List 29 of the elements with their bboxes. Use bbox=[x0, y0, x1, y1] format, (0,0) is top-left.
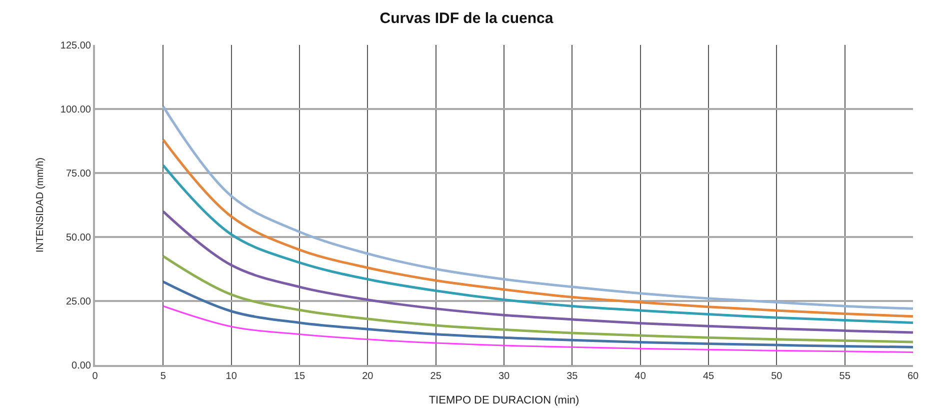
y-tick-label: 0.00 bbox=[72, 360, 92, 372]
y-tick-label: 125.00 bbox=[60, 40, 92, 52]
x-tick-label: 5 bbox=[160, 371, 166, 382]
x-tick-label: 10 bbox=[226, 371, 238, 382]
x-tick-label: 35 bbox=[566, 371, 578, 382]
x-tick-label: 20 bbox=[362, 371, 374, 382]
line-series bbox=[162, 210, 913, 334]
y-tick-label: 50.00 bbox=[66, 232, 92, 244]
y-tick-label: 25.00 bbox=[66, 296, 92, 308]
line-series bbox=[162, 138, 913, 318]
x-tick-label: 30 bbox=[498, 371, 510, 382]
x-axis-title: TIEMPO DE DURACION (min) bbox=[428, 394, 580, 407]
line-series bbox=[162, 280, 913, 348]
y-tick-label: 100.00 bbox=[60, 104, 92, 116]
line-series bbox=[162, 105, 913, 310]
x-tick-label: 40 bbox=[634, 371, 646, 382]
chart-title: Curvas IDF de la cuenca bbox=[380, 10, 554, 28]
x-tick-label: 50 bbox=[771, 371, 783, 382]
x-tick-label: 60 bbox=[907, 371, 919, 382]
line-series bbox=[162, 254, 913, 344]
x-tick-label: 0 bbox=[92, 371, 98, 382]
x-tick-label: 55 bbox=[839, 371, 851, 382]
x-tick-label: 45 bbox=[702, 371, 714, 382]
line-series bbox=[162, 164, 913, 324]
line-series bbox=[162, 305, 913, 353]
x-tick-label: 25 bbox=[430, 371, 442, 382]
y-tick-label: 75.00 bbox=[66, 168, 92, 180]
x-tick-label: 15 bbox=[294, 371, 306, 382]
y-axis-title: INTENSIDAD (mm/h) bbox=[34, 158, 46, 252]
